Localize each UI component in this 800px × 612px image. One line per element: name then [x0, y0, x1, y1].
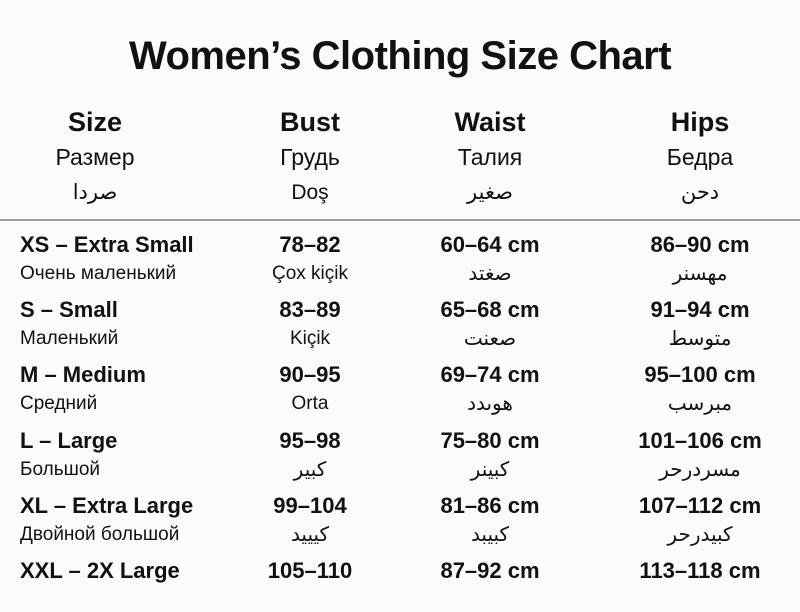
cell-waist: 60–64 cm صغتد — [370, 221, 610, 288]
header-bust: Bust — [280, 107, 340, 137]
cell-bust: 99–104 كيييد — [250, 482, 370, 549]
header-waist-ar: صغير — [467, 181, 513, 204]
waist-sub-label: كبينر — [470, 458, 510, 481]
hips-value: 95–100 cm — [644, 362, 756, 388]
cell-hips: 95–100 cm مبرسب — [610, 351, 790, 418]
cell-bust: 90–95 Orta — [250, 351, 370, 418]
cell-bust: 105–110 — [250, 547, 370, 612]
cell-size: S – Small Маленький — [20, 286, 250, 353]
cell-hips: 91–94 cm متوسط — [610, 286, 790, 353]
table-row: L – Large Большой 95–98 كبير 75–80 cm كب… — [0, 417, 800, 482]
hips-sub-label: مبرسب — [667, 393, 733, 416]
waist-sub-label: كبيبد — [470, 523, 510, 546]
cell-size: XS – Extra Small Очень маленький — [20, 221, 250, 288]
bust-sub-label: Orta — [291, 393, 329, 415]
cell-waist: 65–68 cm صعنت — [370, 286, 610, 353]
size-chart-page: Women’s Clothing Size Chart Size Bust Wa… — [0, 34, 800, 583]
header-hips: Hips — [670, 107, 730, 137]
bust-sub-label: كبير — [293, 458, 327, 481]
header-size-ru: Размер — [55, 144, 135, 170]
header-size: Size — [67, 107, 123, 137]
header-bust-ru: Грудь — [280, 144, 340, 170]
cell-hips: 86–90 cm مهسنر — [610, 221, 790, 288]
cell-waist: 75–80 cm كبينر — [370, 417, 610, 484]
header-size-ar: صردا — [72, 181, 118, 204]
size-sub-label: Двойной большой — [20, 523, 180, 545]
table-header: Size Bust Waist Hips Размер Грудь Талия … — [0, 104, 800, 211]
cell-bust: 83–89 Kiçik — [250, 286, 370, 353]
waist-value: 69–74 cm — [440, 362, 540, 388]
header-hips-ru: Бедра — [666, 144, 734, 170]
header-secondary-row: صردا Doş صغير دحن — [0, 175, 800, 211]
table-row: XXL – 2X Large 105–110 87–92 cm 113–118 … — [0, 547, 800, 612]
waist-sub-label: صغتد — [468, 263, 512, 285]
hips-sub-label: مسردرحر — [659, 458, 741, 481]
hips-value: 86–90 cm — [650, 232, 750, 257]
table-row: XL – Extra Large Двойной большой 99–104 … — [0, 482, 800, 547]
waist-sub-label: هوىدد — [467, 393, 513, 416]
bust-sub-label: Kiçik — [289, 328, 331, 350]
size-label: S – Small — [20, 297, 118, 323]
size-label: L – Large — [20, 427, 118, 453]
bust-sub-label: Çox kiçik — [271, 263, 348, 284]
size-sub-label: Средний — [20, 393, 98, 415]
size-label: XS – Extra Small — [20, 232, 194, 257]
bust-sub-label: كيييد — [290, 523, 330, 546]
hips-value: 107–112 cm — [638, 492, 762, 518]
cell-size: XXL – 2X Large — [20, 547, 250, 612]
header-divider — [0, 219, 800, 221]
hips-sub-label: كبيدرحر — [667, 523, 733, 546]
header-waist-ru: Талия — [457, 144, 523, 170]
cell-bust: 78–82 Çox kiçik — [250, 221, 370, 288]
waist-value: 60–64 cm — [440, 232, 540, 257]
page-title: Women’s Clothing Size Chart — [128, 34, 672, 78]
cell-waist: 81–86 cm كبيبد — [370, 482, 610, 549]
waist-value: 81–86 cm — [440, 492, 540, 518]
cell-waist: 87–92 cm — [370, 547, 610, 612]
table-row: S – Small Маленький 83–89 Kiçik 65–68 cm… — [0, 286, 800, 351]
size-sub-label: Очень маленький — [20, 263, 177, 284]
waist-value: 75–80 cm — [440, 427, 540, 453]
table-body: XS – Extra Small Очень маленький 78–82 Ç… — [0, 221, 800, 612]
bust-value: 90–95 — [279, 362, 341, 388]
hips-sub-label: متوسط — [668, 328, 732, 351]
header-waist: Waist — [454, 107, 526, 137]
size-sub-label: Большой — [20, 458, 101, 480]
cell-hips: 113–118 cm — [610, 547, 790, 612]
size-sub-label: Маленький — [20, 328, 119, 350]
hips-sub-label: مهسنر — [672, 263, 728, 285]
cell-waist: 69–74 cm هوىدد — [370, 351, 610, 418]
size-label: XL – Extra Large — [20, 492, 194, 518]
cell-size: M – Medium Средний — [20, 351, 250, 418]
header-hips-ar: دحن — [680, 181, 720, 204]
cell-size: XL – Extra Large Двойной большой — [20, 482, 250, 549]
bust-value: 78–82 — [279, 232, 341, 257]
size-label: M – Medium — [20, 362, 146, 388]
waist-sub-label: صعنت — [463, 328, 517, 351]
bust-value: 99–104 — [273, 492, 347, 518]
header-labels-row: Size Bust Waist Hips — [0, 104, 800, 140]
cell-hips: 101–106 cm مسردرحر — [610, 417, 790, 484]
header-bust-az: Doş — [291, 181, 329, 204]
waist-value: 65–68 cm — [440, 297, 540, 323]
hips-value: 113–118 cm — [639, 557, 761, 583]
header-russian-row: Размер Грудь Талия Бедра — [0, 140, 800, 175]
hips-value: 101–106 cm — [638, 427, 762, 453]
bust-value: 83–89 — [279, 297, 341, 323]
cell-hips: 107–112 cm كبيدرحر — [610, 482, 790, 549]
waist-value: 87–92 cm — [440, 557, 540, 583]
cell-size: L – Large Большой — [20, 417, 250, 484]
table-row: M – Medium Средний 90–95 Orta 69–74 cm ه… — [0, 351, 800, 416]
bust-value: 105–110 — [267, 557, 353, 583]
bust-value: 95–98 — [279, 427, 341, 453]
size-label: XXL – 2X Large — [20, 557, 180, 583]
cell-bust: 95–98 كبير — [250, 417, 370, 484]
table-row: XS – Extra Small Очень маленький 78–82 Ç… — [0, 221, 800, 286]
hips-value: 91–94 cm — [650, 297, 750, 323]
